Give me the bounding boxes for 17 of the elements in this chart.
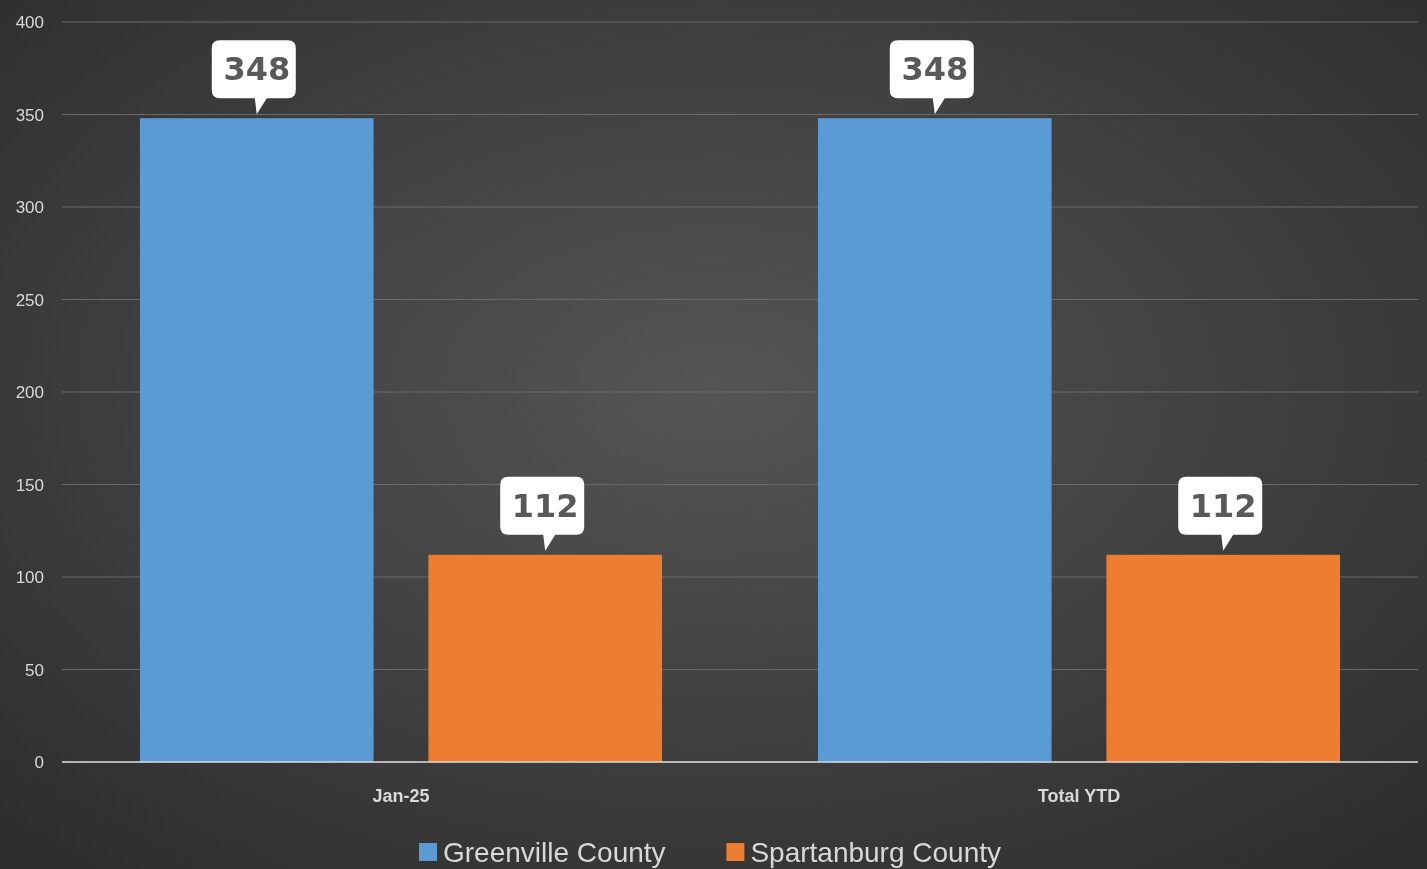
legend-label: Spartanburg County	[750, 837, 1002, 868]
y-tick-label: 300	[15, 198, 44, 217]
y-tick-label: 50	[25, 660, 44, 680]
y-tick-label: 400	[15, 13, 44, 32]
data-label: 112	[511, 486, 579, 525]
legend-label: Greenville County	[443, 837, 666, 868]
x-tick-label: Jan-25	[372, 786, 430, 806]
y-tick-label: 150	[15, 475, 44, 495]
y-tick-label: 250	[15, 290, 44, 310]
y-tick-label: 100	[15, 568, 44, 587]
y-tick-label: 350	[15, 105, 44, 125]
y-tick-label: 0	[34, 753, 44, 772]
data-label: 348	[223, 50, 291, 89]
data-label: 348	[901, 50, 969, 89]
y-tick-label: 200	[15, 383, 44, 402]
x-tick-label: Total YTD	[1037, 786, 1121, 806]
data-label: 112	[1189, 486, 1257, 525]
